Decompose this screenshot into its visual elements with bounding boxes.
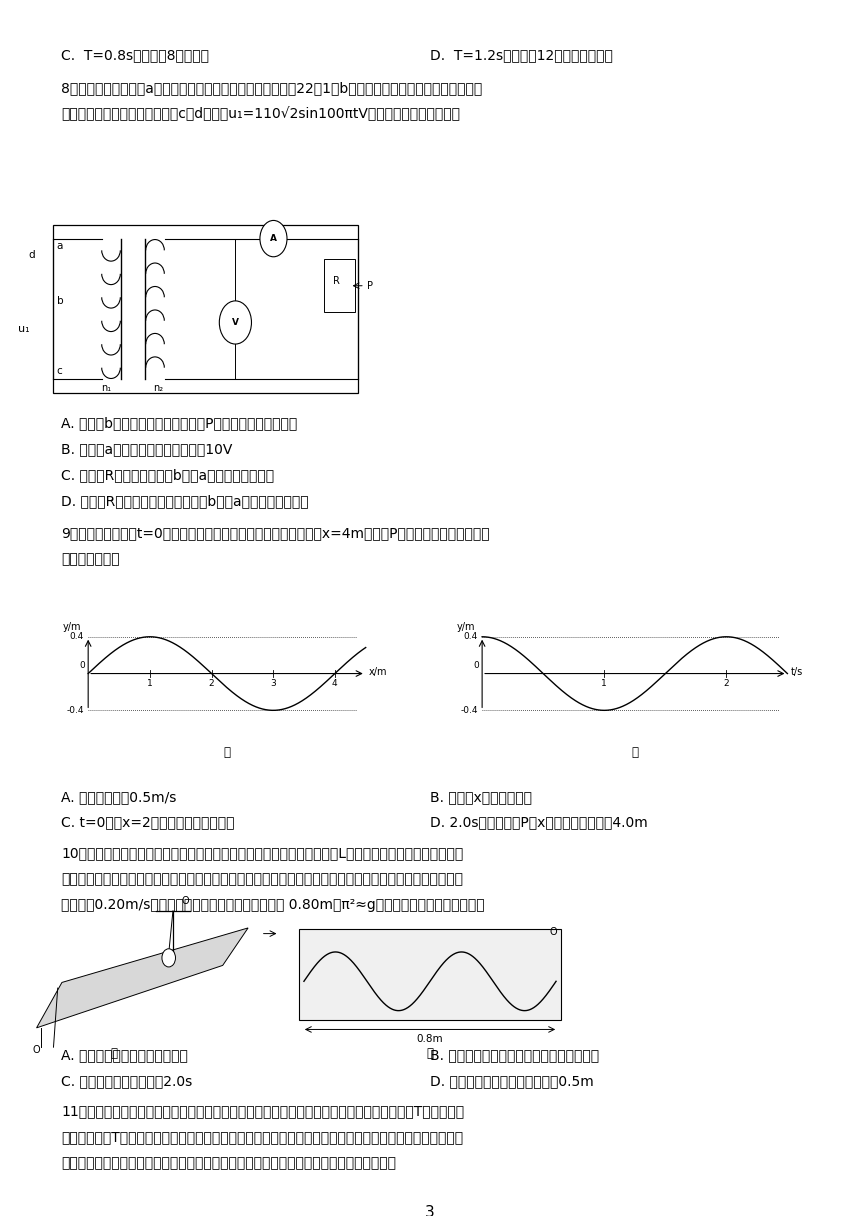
Text: t/s: t/s: [791, 668, 803, 677]
Text: b: b: [57, 295, 64, 305]
Circle shape: [162, 948, 175, 967]
Text: c: c: [57, 366, 63, 376]
Text: B. 开关与a连接时，电压表的示数为10V: B. 开关与a连接时，电压表的示数为10V: [61, 441, 232, 456]
Text: 0: 0: [79, 662, 85, 670]
Text: 1: 1: [147, 680, 153, 688]
Text: A. 开关与b连接时，滑动变阵器触头P向下移动，电流表示数: A. 开关与b连接时，滑动变阵器触头P向下移动，电流表示数: [61, 416, 298, 429]
Text: 0.4: 0.4: [464, 632, 478, 641]
Text: V: V: [232, 317, 239, 327]
Text: O: O: [550, 927, 557, 936]
Polygon shape: [37, 928, 248, 1028]
Text: O: O: [33, 1045, 40, 1055]
Text: 运动，若用手拉木板做匀速运动，实验时细沙在木板上留下的情形如图甲所示。某次实验中，手拉木板的速度: 运动，若用手拉木板做匀速运动，实验时细沙在木板上留下的情形如图甲所示。某次实验中…: [61, 872, 463, 886]
Text: 3: 3: [270, 680, 276, 688]
Text: A. 此波的波速为0.5m/s: A. 此波的波速为0.5m/s: [61, 790, 176, 805]
Text: 9．一列简谐横波在t=0时刻的波形如图甲所示，图乙所示为该波中x=4m处质点P的振动图像。下列说法正: 9．一列简谐横波在t=0时刻的波形如图甲所示，图乙所示为该波中x=4m处质点P的…: [61, 525, 489, 540]
Text: n₁: n₁: [101, 383, 111, 393]
Text: 0.8m: 0.8m: [417, 1034, 443, 1045]
Text: 做简谐运动，其振动图像如图乙所示（以竖直向上为正方向）。下列说法正确的是（　　）: 做简谐运动，其振动图像如图乙所示（以竖直向上为正方向）。下列说法正确的是（ ）: [61, 1156, 396, 1170]
Text: C.  T=0.8s时，质点8刚要起振: C. T=0.8s时，质点8刚要起振: [61, 47, 209, 62]
Text: C. 实验所用沙摆的周期为2.0s: C. 实验所用沙摆的周期为2.0s: [61, 1075, 193, 1088]
Text: D. 2.0s时间内质点P沿x轴正向运动距离为4.0m: D. 2.0s时间内质点P沿x轴正向运动距离为4.0m: [430, 816, 648, 829]
Text: P: P: [366, 281, 372, 291]
Text: 大小约为0.20m/s，测得图乙所示的一段木板的长度约 0.80m，π²≈g，下列分析正确的是（　　）: 大小约为0.20m/s，测得图乙所示的一段木板的长度约 0.80m，π²≈g，下…: [61, 899, 485, 912]
Text: 直方向振动，T形支架的下面系着一个由弹簧和小球组成的振动系统，小球做受迫振动。圆盘静止时，让小球: 直方向振动，T形支架的下面系着一个由弹簧和小球组成的振动系统，小球做受迫振动。圆…: [61, 1130, 464, 1144]
Text: O: O: [181, 896, 189, 906]
Text: D. 实验所用沙摆对应的摘长约为0.5m: D. 实验所用沙摆对应的摘长约为0.5m: [430, 1075, 593, 1088]
Text: 2: 2: [209, 680, 214, 688]
Text: x/m: x/m: [369, 668, 388, 677]
Text: 0.4: 0.4: [70, 632, 84, 641]
Text: 电压表和理想电流表，在原线圈c、d两端加u₁=110√2sin100πtV的交变电压，则（　　）: 电压表和理想电流表，在原线圈c、d两端加u₁=110√2sin100πtV的交变…: [61, 107, 460, 122]
Text: 乙: 乙: [631, 745, 638, 759]
Text: -0.4: -0.4: [460, 705, 478, 715]
Bar: [299, 929, 561, 1020]
Text: 11．一个有固定转动轴的竖直圆盘如图甲所示，圆盘转动时，固定在圆盘上的小圆柱带动一个T形支架在竖: 11．一个有固定转动轴的竖直圆盘如图甲所示，圆盘转动时，固定在圆盘上的小圆柱带动…: [61, 1104, 464, 1118]
Text: 确的是（　　）: 确的是（ ）: [61, 552, 120, 565]
Text: 4: 4: [332, 680, 338, 688]
Text: a: a: [57, 241, 64, 250]
Text: d: d: [28, 250, 35, 260]
Text: 甲: 甲: [110, 1047, 117, 1060]
Text: C. 变阵器R不变，将开关由b拨向a，电压表示数变小: C. 变阵器R不变，将开关由b拨向a，电压表示数变小: [61, 468, 274, 482]
Text: y/m: y/m: [63, 623, 82, 632]
Text: A: A: [270, 235, 277, 243]
Text: -0.4: -0.4: [66, 705, 84, 715]
Text: 1: 1: [601, 680, 607, 688]
Circle shape: [219, 300, 251, 344]
Text: u₁: u₁: [18, 325, 30, 334]
Text: C. t=0时，x=2处的质点运动方向向上: C. t=0时，x=2处的质点运动方向向上: [61, 816, 235, 829]
Text: B. 沙摆的周期会随手拉木板的速度改变而改: B. 沙摆的周期会随手拉木板的速度改变而改: [430, 1048, 599, 1063]
Text: 3: 3: [425, 1205, 435, 1216]
Text: 0: 0: [473, 662, 479, 670]
Text: y/m: y/m: [457, 623, 476, 632]
Text: 甲: 甲: [224, 745, 230, 759]
Text: 10．如图甲所示是用沙摆演示振动图像的实验装置，此装置可视为摘长为L的单摆，沙摆的运动可看作简谐: 10．如图甲所示是用沙摆演示振动图像的实验装置，此装置可视为摘长为L的单摆，沙摆…: [61, 846, 464, 860]
Text: n₂: n₂: [153, 383, 163, 393]
Text: D. 变阵器R不变，当单岞双据开关由b拨向a时，输入功率不变: D. 变阵器R不变，当单岞双据开关由b拨向a时，输入功率不变: [61, 494, 309, 508]
Bar: [324, 259, 354, 313]
Circle shape: [260, 220, 287, 257]
Text: 2: 2: [723, 680, 729, 688]
Text: B. 此波沿x轴正方向传播: B. 此波沿x轴正方向传播: [430, 790, 532, 805]
Text: R: R: [333, 276, 340, 286]
Text: 乙: 乙: [427, 1047, 433, 1060]
Text: A. 图中的曲线是沙摆的运动轨迹: A. 图中的曲线是沙摆的运动轨迹: [61, 1048, 188, 1063]
Text: D.  T=1.2s时，质点12的运动方向向上: D. T=1.2s时，质点12的运动方向向上: [430, 47, 613, 62]
Text: 8．如图所示，开关接a时，理想变压器原、副线圈的匹数比为22：1，b是原线圈的中心抽头，副线圈接理想: 8．如图所示，开关接a时，理想变压器原、副线圈的匹数比为22：1，b是原线圈的中…: [61, 80, 482, 95]
